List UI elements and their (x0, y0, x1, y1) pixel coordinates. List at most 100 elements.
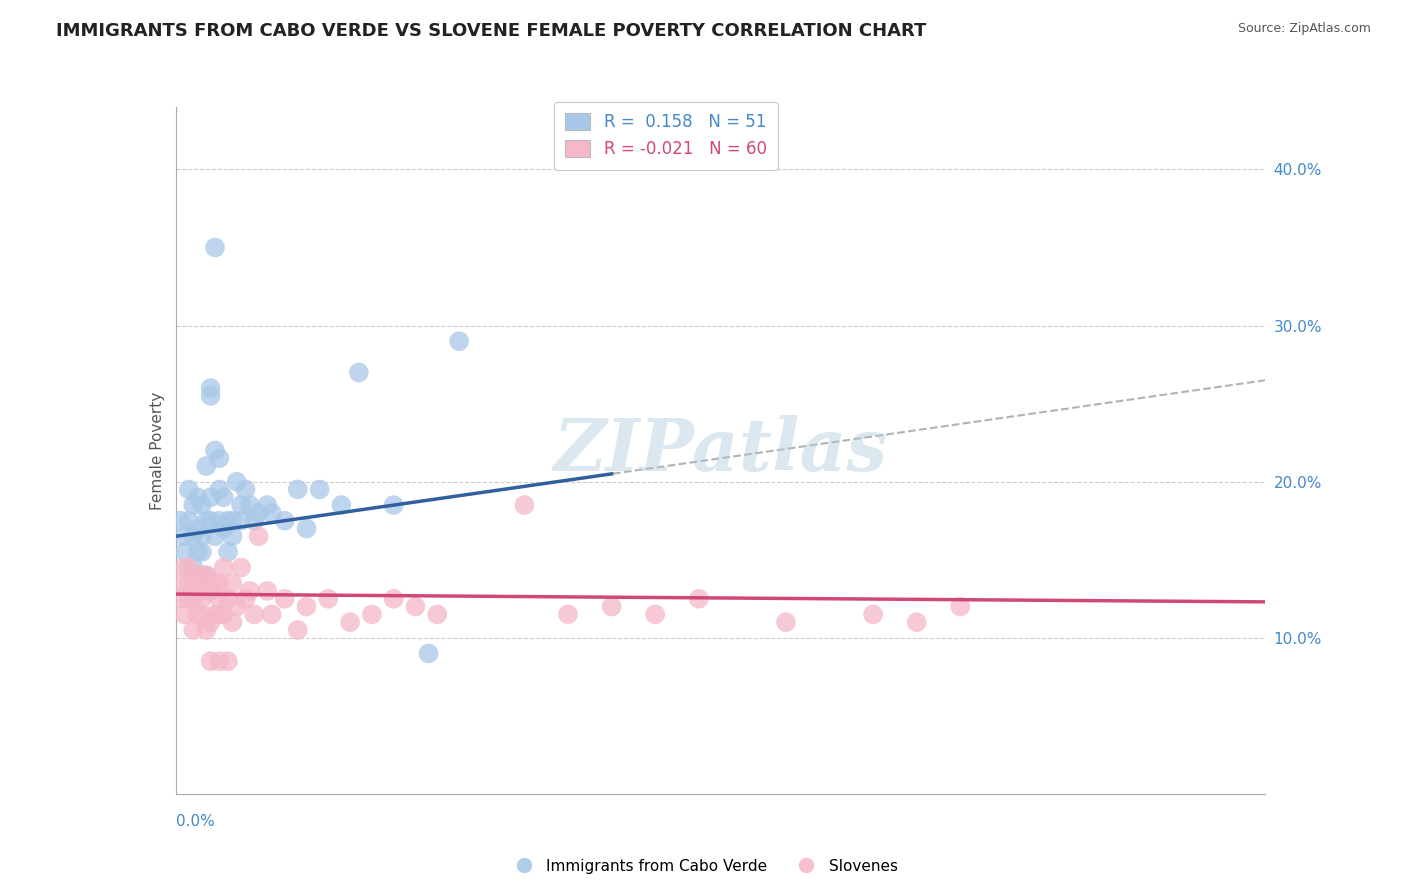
Point (688, 591, 710, 606)
Text: Source: ZipAtlas.com: Source: ZipAtlas.com (1237, 22, 1371, 36)
Point (181, 498, 204, 512)
Point (195, 568, 218, 582)
Point (243, 607, 266, 622)
Point (318, 591, 340, 606)
Y-axis label: Female Poverty: Female Poverty (149, 392, 165, 509)
Point (191, 568, 214, 582)
Text: 0.0%: 0.0% (176, 814, 215, 830)
Point (186, 521, 209, 535)
Point (186, 607, 209, 622)
Point (235, 483, 257, 497)
Point (308, 483, 330, 497)
Point (191, 498, 214, 512)
Point (208, 654, 231, 668)
Point (177, 560, 200, 574)
Point (195, 583, 218, 598)
Point (949, 599, 972, 614)
Point (195, 568, 218, 582)
Point (260, 506, 283, 520)
Point (204, 443, 226, 458)
Point (247, 506, 270, 520)
Point (181, 576, 204, 591)
Point (204, 529, 226, 543)
Point (177, 591, 200, 606)
Point (177, 576, 200, 591)
Point (208, 483, 231, 497)
Point (221, 576, 243, 591)
Point (217, 545, 239, 559)
Point (204, 240, 226, 255)
Point (181, 529, 204, 543)
Point (330, 498, 353, 512)
Point (239, 498, 262, 512)
Point (382, 591, 405, 606)
Point (225, 599, 247, 614)
Point (217, 514, 239, 528)
Point (212, 490, 235, 504)
Point (191, 591, 214, 606)
Point (382, 498, 405, 512)
Point (181, 560, 204, 574)
Point (339, 615, 361, 630)
Point (905, 615, 928, 630)
Point (191, 607, 214, 622)
Point (204, 576, 226, 591)
Point (169, 576, 191, 591)
Point (260, 607, 283, 622)
Point (200, 490, 222, 504)
Point (225, 475, 247, 489)
Point (418, 646, 440, 660)
Point (644, 607, 666, 622)
Point (173, 529, 195, 543)
Point (256, 583, 278, 598)
Point (186, 583, 209, 598)
Point (208, 591, 231, 606)
Point (200, 583, 222, 598)
Point (191, 529, 214, 543)
Point (208, 607, 231, 622)
Text: IMMIGRANTS FROM CABO VERDE VS SLOVENE FEMALE POVERTY CORRELATION CHART: IMMIGRANTS FROM CABO VERDE VS SLOVENE FE… (56, 22, 927, 40)
Point (200, 381, 222, 395)
Point (208, 451, 231, 466)
Point (256, 498, 278, 512)
Point (221, 529, 243, 543)
Legend: Immigrants from Cabo Verde, Slovenes: Immigrants from Cabo Verde, Slovenes (502, 853, 904, 880)
Point (295, 521, 318, 535)
Point (195, 458, 218, 473)
Point (186, 568, 209, 582)
Point (195, 514, 218, 528)
Point (347, 366, 370, 380)
Point (287, 623, 309, 637)
Point (177, 514, 200, 528)
Point (169, 591, 191, 606)
Point (862, 607, 884, 622)
Point (169, 514, 191, 528)
Point (200, 615, 222, 630)
Point (181, 623, 204, 637)
Point (405, 599, 427, 614)
Point (600, 599, 623, 614)
Point (513, 498, 536, 512)
Point (274, 514, 297, 528)
Point (173, 560, 195, 574)
Point (217, 591, 239, 606)
Point (208, 514, 231, 528)
Point (557, 607, 579, 622)
Point (173, 607, 195, 622)
Point (360, 607, 382, 622)
Point (221, 514, 243, 528)
Point (295, 599, 318, 614)
Point (447, 334, 470, 348)
Point (426, 607, 449, 622)
Point (204, 607, 226, 622)
Point (239, 583, 262, 598)
Point (217, 654, 239, 668)
Point (235, 591, 257, 606)
Point (212, 560, 235, 574)
Point (186, 545, 209, 559)
Point (200, 654, 222, 668)
Point (221, 615, 243, 630)
Point (212, 607, 235, 622)
Text: ZIPatlas: ZIPatlas (554, 415, 887, 486)
Point (200, 514, 222, 528)
